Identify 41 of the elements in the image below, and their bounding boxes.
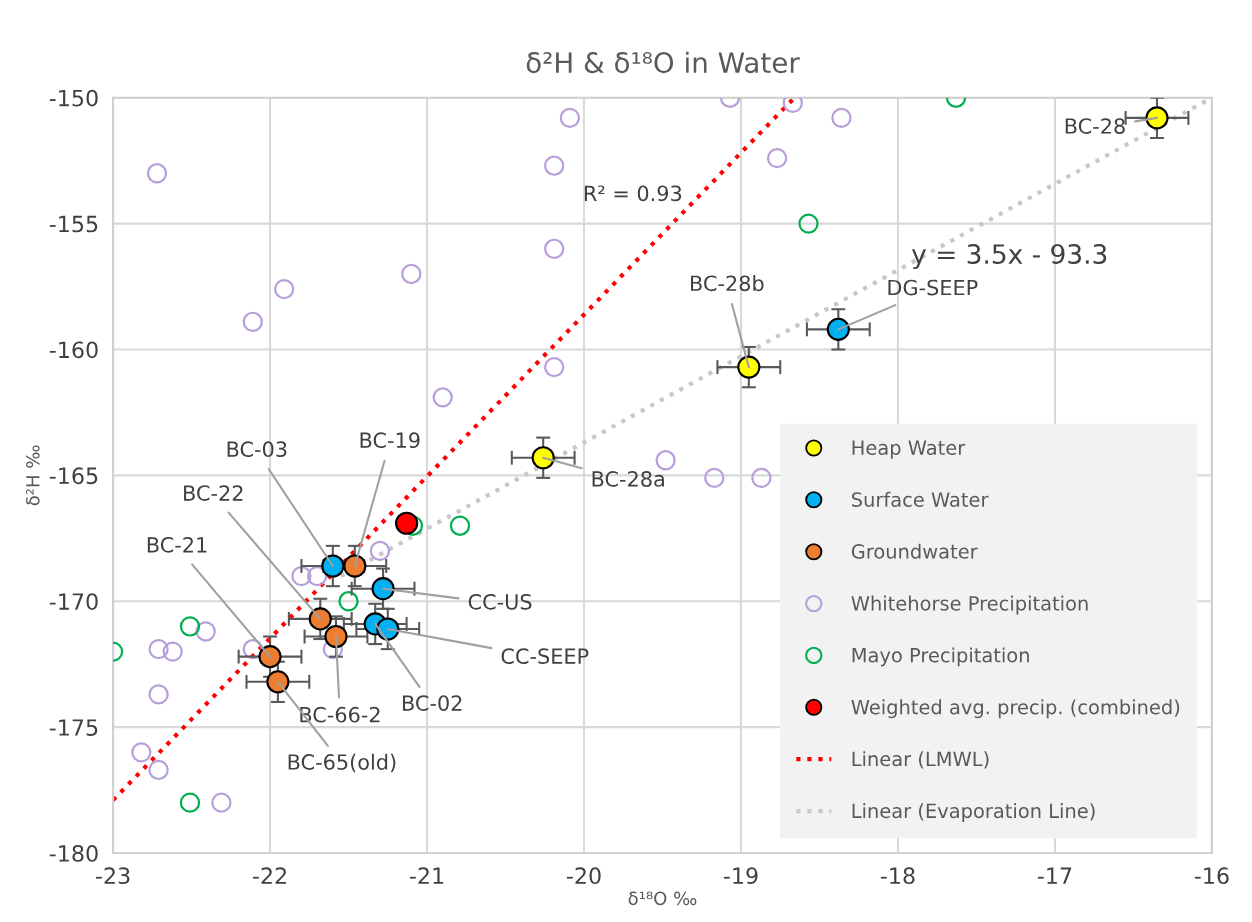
y-tick-label: -160 xyxy=(49,341,98,359)
legend-label: Whitehorse Precipitation xyxy=(851,595,1088,615)
y-tick-label: -175 xyxy=(49,719,98,736)
annotation: R² = 0.93 xyxy=(584,185,682,202)
x-tick-label: -23 xyxy=(95,867,130,885)
x-tick-label: -18 xyxy=(880,867,915,885)
chart-title: δ²H & δ¹⁸O in Water xyxy=(526,51,800,74)
x-tick-label: -16 xyxy=(1194,867,1229,885)
y-tick-label: -165 xyxy=(49,467,98,485)
annotation: BC-22 xyxy=(184,485,243,501)
annotation: y = 3.5x - 93.3 xyxy=(911,244,1107,270)
y-tick-label: -170 xyxy=(49,593,98,611)
annotation: DG-SEEP xyxy=(888,279,978,296)
annotation: BC-19 xyxy=(360,432,420,449)
legend-label: Mayo Precipitation xyxy=(852,647,1029,667)
x-tick-label: -22 xyxy=(252,867,286,884)
legend-label: Groundwater xyxy=(851,543,978,559)
annotation: BC-28a xyxy=(592,471,664,487)
annotation: BC-21 xyxy=(147,536,207,553)
x-axis-title: δ¹⁸O ‰ xyxy=(628,891,697,906)
annotation: CC-US xyxy=(468,593,532,610)
x-tick-label: -17 xyxy=(1037,867,1072,884)
legend-label: Surface Water xyxy=(852,491,989,507)
legend-label: Linear (LMWL) xyxy=(852,751,989,769)
x-tick-label: -21 xyxy=(409,867,444,884)
annotation: BC-02 xyxy=(403,695,462,711)
annotation: CC-SEEP xyxy=(501,648,589,665)
legend-label: Heap Water xyxy=(852,440,966,459)
x-tick-label: -19 xyxy=(723,867,758,885)
y-tick-label: -180 xyxy=(49,844,98,862)
y-tick-label: -155 xyxy=(49,215,98,233)
annotation: BC-66-2 xyxy=(300,706,380,723)
legend-label: Linear (Evaporation Line) xyxy=(852,803,1095,822)
annotation: BC-65(old) xyxy=(288,753,396,773)
legend-label: Weighted avg. precip. (combined) xyxy=(851,699,1180,719)
annotation: BC-28b xyxy=(691,275,764,292)
annotation: BC-03 xyxy=(227,441,287,458)
annotation: BC-28 xyxy=(1065,118,1125,134)
x-tick-label: -20 xyxy=(566,867,601,885)
y-tick-label: -150 xyxy=(49,89,98,107)
y-axis-title: δ²H ‰ xyxy=(26,445,40,506)
